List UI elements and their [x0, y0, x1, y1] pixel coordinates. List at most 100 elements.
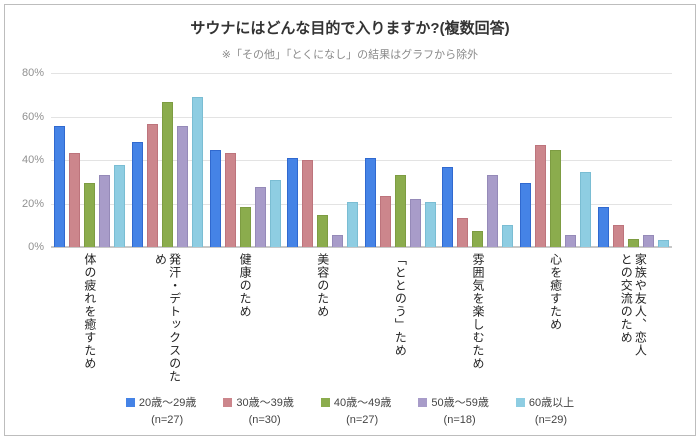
bar [176, 126, 188, 247]
bar [84, 182, 96, 247]
bar [131, 142, 143, 247]
x-label-cell: 体の疲れを癒すため [51, 253, 129, 395]
bar [269, 179, 281, 247]
y-tick-label: 60% [21, 110, 44, 123]
legend-item: 30歳〜39歳 (n=30) [223, 394, 294, 426]
gridline [51, 73, 672, 74]
y-tick-label: 40% [21, 154, 44, 166]
gridline [51, 116, 672, 118]
bar [191, 96, 203, 247]
bar [209, 150, 221, 247]
legend-item: 40歳〜49歳 (n=27) [320, 394, 392, 426]
x-axis-category-label: 雰囲気を楽しむため [471, 253, 486, 370]
x-axis-category-label: 体の疲れを癒すため [82, 253, 97, 370]
bar [332, 234, 344, 247]
bar [146, 123, 158, 247]
bar [472, 230, 484, 247]
gridline [51, 203, 672, 205]
bar-group [287, 73, 359, 247]
bar [442, 166, 454, 247]
x-label-cell: 家族や友人、恋人 との交流のため [594, 253, 672, 395]
x-label-cell: 心を癒すため [517, 253, 595, 395]
legend-label: 60歳以上 [528, 397, 575, 409]
bar [302, 160, 314, 247]
legend-swatch-icon [125, 397, 135, 407]
bar-group [442, 73, 514, 247]
legend-swatch-icon [320, 397, 330, 407]
bar [69, 152, 81, 247]
x-axis-category-label: 発汗・デトックスのため [153, 253, 182, 383]
x-label-cell: 「ととのう」ため [362, 253, 440, 395]
x-axis-line [51, 246, 672, 248]
bar [612, 225, 624, 247]
x-axis-category-label: 美容のため [315, 253, 330, 318]
bar [502, 224, 514, 247]
legend-label: 40歳〜49歳 [333, 397, 392, 409]
bar [114, 164, 126, 247]
bar [347, 201, 359, 247]
legend-swatch-icon [515, 397, 525, 407]
bar [550, 150, 562, 247]
bar [364, 158, 376, 247]
legend: 20歳〜29歳 (n=27) 30歳〜39歳 (n=30) 40歳〜49歳 (n=27) 5… [5, 394, 695, 426]
bar [254, 186, 266, 247]
x-axis-labels: 体の疲れを癒すため 発汗・デトックスのため 健康のため 美容のため 「ととのう」ため 雰囲… [51, 253, 672, 395]
chart-title: サウナにはどんな目的で入りますか?(複数回答) [190, 20, 510, 37]
bar [457, 218, 469, 247]
bar-group [364, 73, 436, 247]
x-label-cell: 発汗・デトックスのため [129, 253, 207, 395]
bar [424, 201, 436, 247]
bar [487, 174, 499, 247]
legend-sample-size: (n=27) [346, 414, 379, 426]
bar [535, 145, 547, 247]
x-label-cell: 美容のため [284, 253, 362, 395]
bar [394, 174, 406, 247]
chart-canvas: サウナにはどんな目的で入りますか?(複数回答) ※「その他」「とくになし」の結果… [4, 4, 696, 436]
bar [597, 206, 609, 247]
x-axis-category-label: 健康のため [238, 253, 253, 318]
legend-swatch-icon [418, 397, 428, 407]
bar-group [131, 73, 203, 247]
bar [580, 171, 592, 247]
bar [565, 234, 577, 247]
bar [54, 126, 66, 247]
legend-item: 60歳以上 (n=29) [515, 394, 575, 426]
bar-group [597, 73, 669, 247]
bar [409, 198, 421, 247]
bar [379, 196, 391, 247]
legend-sample-size: (n=29) [534, 414, 568, 426]
legend-sample-size: (n=27) [151, 414, 184, 426]
y-tick-label: 0% [28, 241, 44, 253]
bar-group [54, 73, 126, 247]
legend-label: 30歳〜39歳 [236, 397, 294, 409]
plot-area: 80% 60% 40% 20% 0% [22, 67, 672, 253]
bar [99, 174, 111, 247]
bar [627, 238, 639, 247]
legend-label: 20歳〜29歳 [138, 397, 197, 409]
legend-swatch-icon [223, 397, 233, 407]
x-label-cell: 健康のため [206, 253, 284, 395]
legend-sample-size: (n=18) [443, 414, 476, 426]
bar-group [209, 73, 281, 247]
bar [657, 239, 669, 247]
bar [317, 214, 329, 247]
bar [287, 158, 299, 247]
bar [224, 152, 236, 247]
legend-item: 20歳〜29歳 (n=27) [125, 394, 197, 426]
gridline [51, 160, 672, 161]
bar-groups [51, 73, 672, 247]
chart-subtitle: ※「その他」「とくになし」の結果はグラフから除外 [221, 49, 479, 61]
x-axis-category-label: 家族や友人、恋人 との交流のため [619, 253, 648, 357]
x-axis-category-label: 「ととのう」ため [393, 253, 408, 357]
bar-group [520, 73, 592, 247]
y-tick-label: 80% [21, 67, 44, 79]
legend-sample-size: (n=30) [248, 414, 281, 426]
y-tick-label: 20% [21, 197, 44, 210]
bar [239, 206, 251, 247]
x-axis-category-label: 心を癒すため [548, 253, 563, 331]
legend-item: 50歳〜59歳 (n=18) [418, 394, 489, 426]
x-label-cell: 雰囲気を楽しむため [439, 253, 517, 395]
bar [520, 182, 532, 247]
legend-label: 50歳〜59歳 [431, 397, 489, 409]
bar [642, 234, 654, 247]
